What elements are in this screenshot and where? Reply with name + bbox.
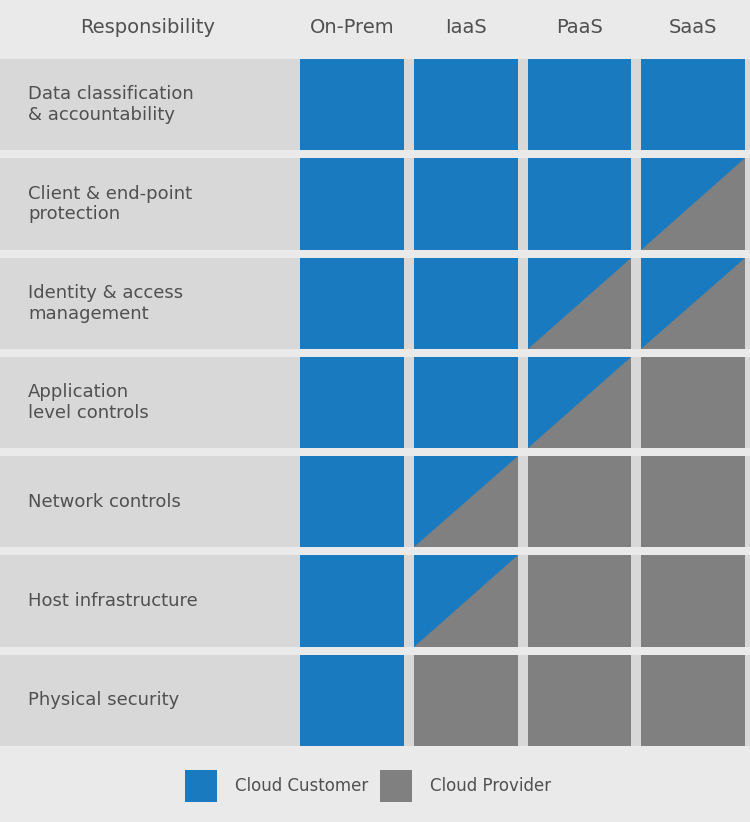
Bar [641, 257, 745, 349]
Text: On-Prem: On-Prem [310, 18, 394, 37]
Bar [641, 654, 745, 746]
Bar [527, 456, 632, 547]
Text: Client & end-point
protection: Client & end-point protection [28, 184, 192, 224]
Bar [0, 59, 750, 150]
Bar [0, 159, 750, 250]
Bar [527, 654, 632, 746]
Bar [300, 59, 404, 150]
Bar [641, 357, 745, 448]
Text: IaaS: IaaS [445, 18, 487, 37]
Bar [300, 357, 404, 448]
Text: Cloud Customer: Cloud Customer [235, 777, 368, 795]
Bar [300, 556, 404, 647]
Bar [641, 59, 745, 150]
Bar [527, 59, 632, 150]
Text: Host infrastructure: Host infrastructure [28, 592, 198, 610]
Bar [414, 654, 518, 746]
Bar [414, 159, 518, 250]
Polygon shape [527, 257, 632, 349]
Bar [0, 357, 750, 448]
Bar [641, 556, 745, 647]
Bar [414, 357, 518, 448]
Bar [414, 556, 518, 647]
Bar [527, 257, 632, 349]
Polygon shape [641, 257, 745, 349]
Polygon shape [414, 556, 518, 647]
Text: Identity & access
management: Identity & access management [28, 284, 183, 322]
Bar [527, 357, 632, 448]
Bar [300, 654, 404, 746]
Bar [0, 0, 750, 55]
Bar [414, 456, 518, 547]
Bar [641, 159, 745, 250]
Polygon shape [527, 357, 632, 448]
Bar [0, 556, 750, 647]
Text: SaaS: SaaS [669, 18, 717, 37]
Text: Cloud Provider: Cloud Provider [430, 777, 551, 795]
Bar [641, 456, 745, 547]
Bar [380, 770, 412, 802]
Bar [185, 770, 217, 802]
Bar [527, 556, 632, 647]
Bar [300, 257, 404, 349]
Bar [0, 456, 750, 547]
Bar [414, 257, 518, 349]
Bar [414, 59, 518, 150]
Polygon shape [641, 159, 745, 250]
Text: Application
level controls: Application level controls [28, 383, 148, 422]
Bar [300, 159, 404, 250]
Bar [0, 257, 750, 349]
Bar [527, 159, 632, 250]
Text: Data classification
& accountability: Data classification & accountability [28, 85, 194, 124]
Bar [300, 456, 404, 547]
Polygon shape [414, 456, 518, 547]
Text: Network controls: Network controls [28, 492, 181, 510]
Text: PaaS: PaaS [556, 18, 603, 37]
Text: Physical security: Physical security [28, 691, 179, 709]
Text: Responsibility: Responsibility [80, 18, 215, 37]
Bar [0, 654, 750, 746]
